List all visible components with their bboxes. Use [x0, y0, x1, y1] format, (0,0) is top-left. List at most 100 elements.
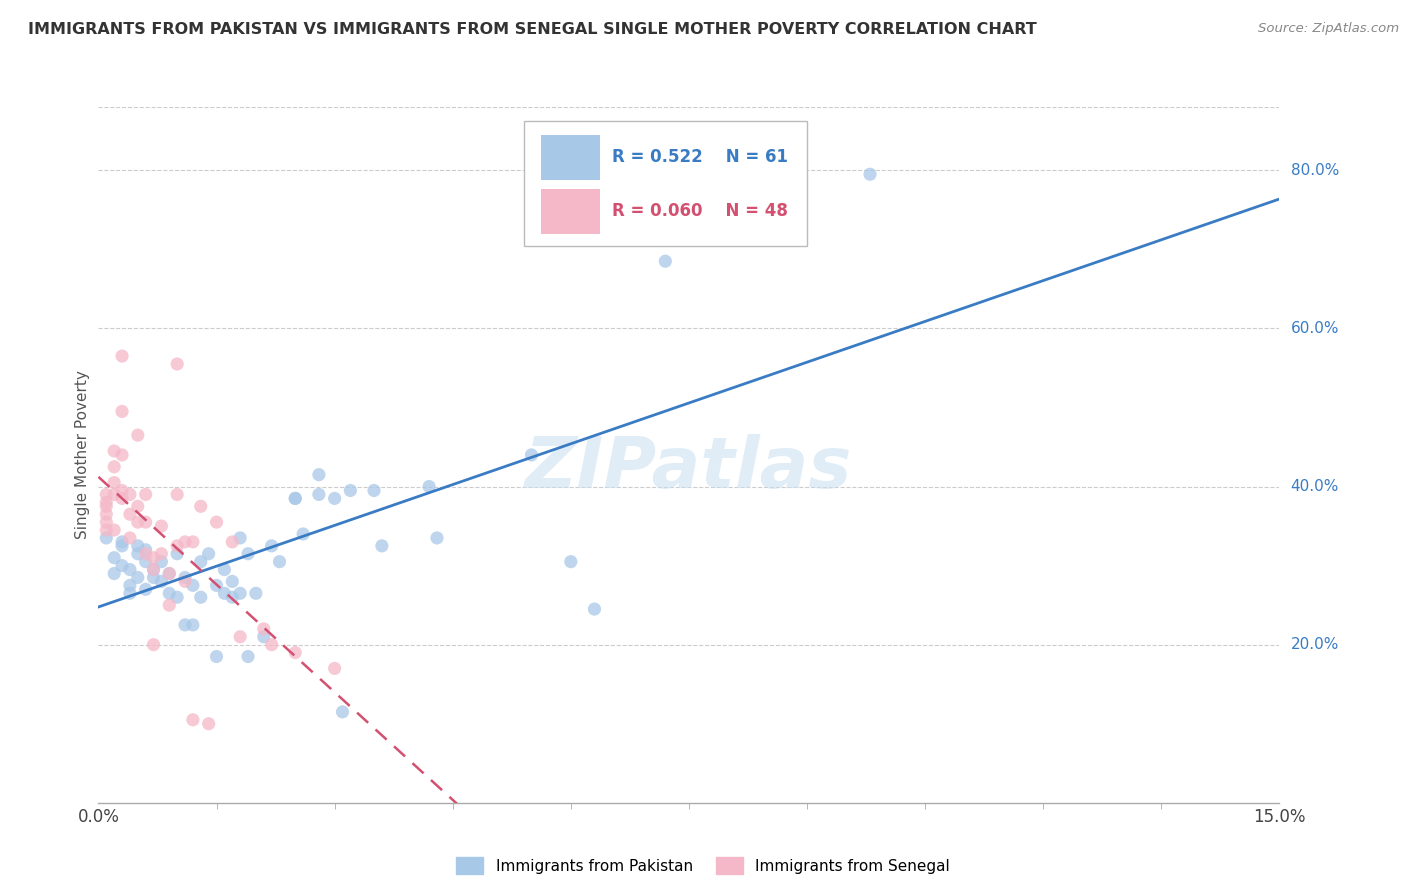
- Point: [142, 570, 165, 584]
- Point: [127, 428, 149, 442]
- FancyBboxPatch shape: [541, 189, 600, 235]
- Point: [284, 491, 307, 506]
- Point: [308, 467, 330, 482]
- Point: [229, 630, 252, 644]
- Point: [103, 550, 125, 565]
- Point: [236, 547, 259, 561]
- Point: [135, 542, 157, 557]
- Legend: Immigrants from Pakistan, Immigrants from Senegal: Immigrants from Pakistan, Immigrants fro…: [450, 851, 956, 880]
- Point: [96, 515, 118, 529]
- Point: [111, 558, 134, 573]
- Text: IMMIGRANTS FROM PAKISTAN VS IMMIGRANTS FROM SENEGAL SINGLE MOTHER POVERTY CORREL: IMMIGRANTS FROM PAKISTAN VS IMMIGRANTS F…: [28, 22, 1036, 37]
- Point: [560, 555, 582, 569]
- Point: [221, 534, 243, 549]
- Point: [229, 586, 252, 600]
- Point: [654, 254, 676, 268]
- Point: [221, 591, 243, 605]
- Point: [118, 531, 141, 545]
- Point: [157, 598, 180, 612]
- Point: [111, 539, 134, 553]
- Point: [269, 555, 291, 569]
- Point: [142, 638, 165, 652]
- Point: [181, 578, 204, 592]
- Point: [96, 523, 118, 537]
- Point: [103, 487, 125, 501]
- Point: [221, 574, 243, 589]
- Text: 80.0%: 80.0%: [1291, 163, 1339, 178]
- Point: [150, 547, 173, 561]
- Point: [103, 475, 125, 490]
- Point: [260, 638, 283, 652]
- Point: [205, 578, 228, 592]
- Point: [205, 649, 228, 664]
- Point: [174, 534, 197, 549]
- Point: [127, 570, 149, 584]
- Point: [181, 618, 204, 632]
- Point: [197, 716, 219, 731]
- Point: [308, 487, 330, 501]
- Y-axis label: Single Mother Poverty: Single Mother Poverty: [75, 370, 90, 540]
- Point: [96, 531, 118, 545]
- Point: [142, 550, 165, 565]
- Point: [118, 578, 141, 592]
- Point: [284, 491, 307, 506]
- Text: 20.0%: 20.0%: [1291, 637, 1339, 652]
- Point: [118, 563, 141, 577]
- FancyBboxPatch shape: [523, 121, 807, 246]
- Point: [253, 630, 276, 644]
- Point: [135, 547, 157, 561]
- Point: [157, 566, 180, 581]
- Point: [181, 534, 204, 549]
- Point: [236, 649, 259, 664]
- Point: [166, 357, 188, 371]
- Point: [118, 507, 141, 521]
- Point: [859, 167, 882, 181]
- Point: [96, 500, 118, 514]
- Point: [96, 487, 118, 501]
- Text: 60.0%: 60.0%: [1291, 321, 1339, 336]
- Point: [111, 491, 134, 506]
- Point: [363, 483, 385, 498]
- Point: [371, 539, 394, 553]
- Point: [323, 661, 346, 675]
- Point: [111, 349, 134, 363]
- Point: [339, 483, 361, 498]
- Point: [166, 487, 188, 501]
- Point: [174, 618, 197, 632]
- Point: [181, 713, 204, 727]
- Text: 40.0%: 40.0%: [1291, 479, 1339, 494]
- Point: [190, 500, 212, 514]
- Point: [166, 591, 188, 605]
- Point: [96, 507, 118, 521]
- Point: [150, 574, 173, 589]
- Text: R = 0.522    N = 61: R = 0.522 N = 61: [612, 148, 789, 166]
- Point: [135, 582, 157, 597]
- Point: [332, 705, 354, 719]
- Point: [253, 622, 276, 636]
- Point: [190, 555, 212, 569]
- Text: Source: ZipAtlas.com: Source: ZipAtlas.com: [1258, 22, 1399, 36]
- Point: [292, 527, 315, 541]
- Point: [118, 586, 141, 600]
- Point: [174, 574, 197, 589]
- Point: [260, 539, 283, 553]
- Point: [135, 515, 157, 529]
- FancyBboxPatch shape: [541, 135, 600, 180]
- Point: [190, 591, 212, 605]
- Point: [583, 602, 606, 616]
- Point: [103, 566, 125, 581]
- Point: [197, 547, 219, 561]
- Text: ZIPatlas: ZIPatlas: [526, 434, 852, 503]
- Point: [245, 586, 267, 600]
- Point: [103, 459, 125, 474]
- Text: R = 0.060    N = 48: R = 0.060 N = 48: [612, 202, 787, 220]
- Point: [418, 479, 440, 493]
- Point: [103, 523, 125, 537]
- Point: [520, 448, 543, 462]
- Point: [135, 555, 157, 569]
- Point: [135, 487, 157, 501]
- Point: [150, 555, 173, 569]
- Point: [142, 563, 165, 577]
- Point: [214, 586, 236, 600]
- Point: [166, 539, 188, 553]
